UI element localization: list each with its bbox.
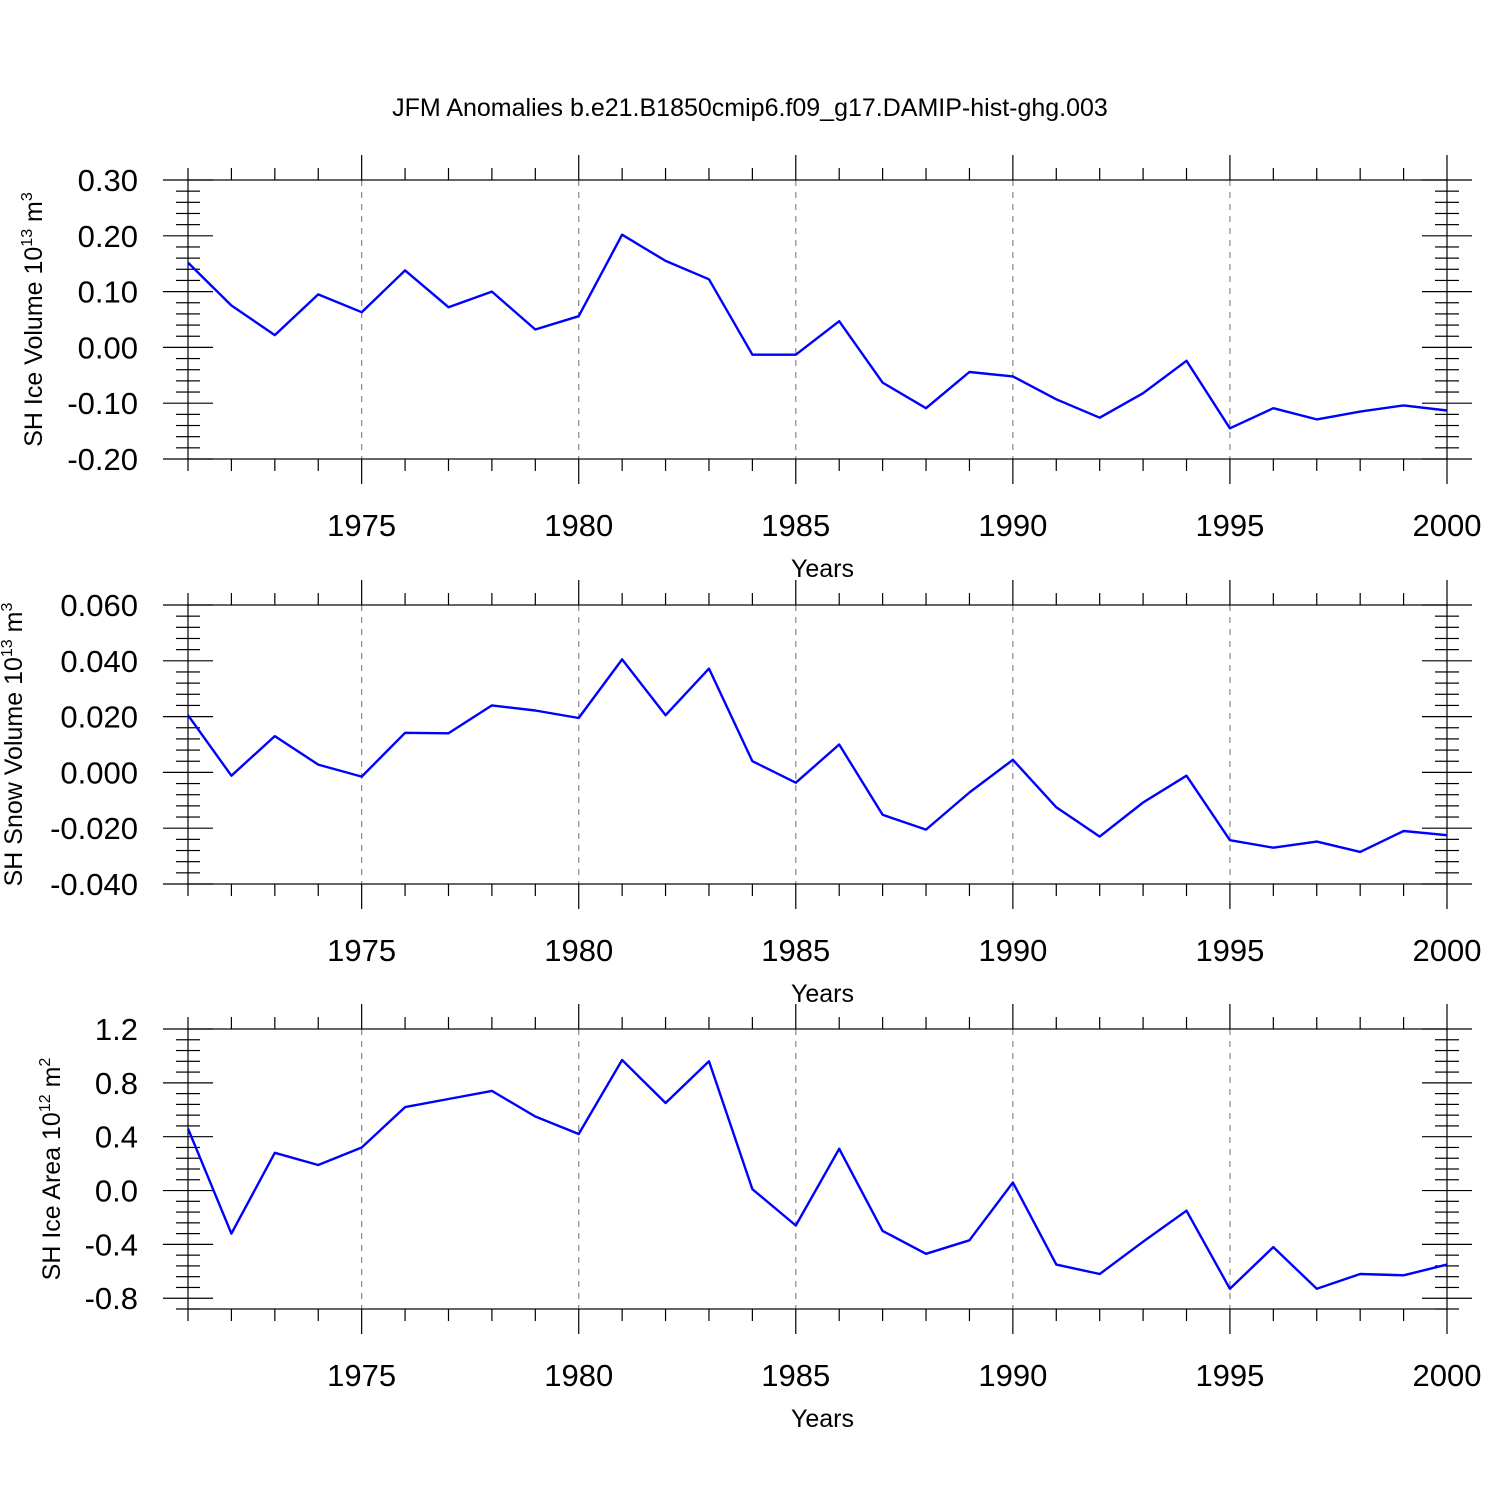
y-tick-label: 0.060: [60, 588, 138, 623]
x-tick-label: 1975: [327, 933, 396, 968]
x-tick-label: 1990: [978, 508, 1047, 543]
y-tick-label: -0.8: [85, 1281, 138, 1316]
x-tick-label: 1995: [1195, 508, 1264, 543]
x-tick-label: 1980: [544, 933, 613, 968]
y-axis-title-superscript: 2: [37, 1058, 54, 1067]
y-tick-label: -0.020: [50, 811, 138, 846]
y-axis-title-superscript: 3: [0, 603, 16, 612]
y-axis-title-superscript: 3: [19, 192, 36, 201]
y-tick-label: 0.0: [95, 1174, 138, 1209]
y-tick-label: 0.040: [60, 644, 138, 679]
x-tick-label: 1985: [761, 933, 830, 968]
x-tick-label: 2000: [1413, 933, 1482, 968]
x-tick-label: 2000: [1413, 508, 1482, 543]
x-axis-title: Years: [791, 980, 854, 1008]
y-axis-title-part: SH Ice Area 10: [38, 1112, 66, 1280]
series-line: [187, 233, 1448, 430]
chart-panel-2: -0.040 -0.020 0.000 0.020 0.040 0.060 1975 1980…: [0, 580, 1481, 1008]
y-tick-label: 0.10: [78, 275, 138, 310]
y-axis-title-part: SH Ice Volume 10: [20, 247, 48, 447]
x-tick-label: 1980: [544, 1358, 613, 1393]
y-tick-label: 0.00: [78, 330, 138, 365]
x-tick-label: 1990: [978, 1358, 1047, 1393]
x-tick-label: 1985: [761, 1358, 830, 1393]
y-tick-label: -0.10: [67, 386, 138, 421]
figure-title: JFM Anomalies b.e21.B1850cmip6.f09_g17.D…: [392, 94, 1108, 122]
y-tick-label: 0.000: [60, 755, 138, 790]
y-axis-title-superscript: 13: [0, 639, 16, 657]
x-tick-label: 1985: [761, 508, 830, 543]
x-tick-label: 1995: [1195, 933, 1264, 968]
y-axis-title-part: m: [20, 201, 48, 229]
y-tick-label: 0.4: [95, 1120, 138, 1155]
y-axis-title-part: SH Snow Volume 10: [0, 657, 28, 886]
y-axis-title: SH Ice Volume 1013 m3: [19, 192, 48, 447]
y-tick-label: 0.30: [78, 163, 138, 198]
chart-panel-1: -0.20 -0.10 0.00 0.10 0.20 0.30 1975 1980 1985 19…: [19, 155, 1481, 583]
chart-panels: -0.20 -0.10 0.00 0.10 0.20 0.30 1975 1980 1985 19…: [0, 155, 1481, 1433]
chart-panel-3: -0.8 -0.4 0.0 0.4 0.8 1.2 1975 1980 1985 1990 1995…: [37, 1004, 1481, 1433]
y-axis-title-superscript: 12: [37, 1094, 54, 1112]
x-tick-label: 1990: [978, 933, 1047, 968]
x-axis-title: Years: [791, 1405, 854, 1433]
y-tick-label: -0.20: [67, 442, 138, 477]
y-axis-title: SH Ice Area 1012 m2: [37, 1058, 66, 1281]
series-line: [186, 1058, 1448, 1291]
series-line: [187, 658, 1448, 854]
x-tick-label: 1995: [1195, 1358, 1264, 1393]
x-tick-label: 2000: [1413, 1358, 1482, 1393]
y-axis-title: SH Snow Volume 1013 m3: [0, 603, 28, 887]
x-axis-title: Years: [791, 555, 854, 583]
y-tick-label: 0.020: [60, 700, 138, 735]
y-tick-label: -0.4: [85, 1227, 138, 1262]
y-tick-label: -0.040: [50, 867, 138, 902]
y-axis-title-superscript: 13: [19, 229, 36, 247]
y-axis-title-part: m: [38, 1067, 66, 1095]
y-axis-title-part: m: [0, 612, 28, 640]
plot-frame: [187, 179, 1448, 460]
plot-frame: [187, 1028, 1448, 1310]
y-tick-label: 1.2: [95, 1012, 138, 1047]
x-tick-label: 1975: [327, 1358, 396, 1393]
y-tick-label: 0.20: [78, 219, 138, 254]
plot-frame: [187, 604, 1448, 885]
x-tick-label: 1980: [544, 508, 613, 543]
y-tick-label: 0.8: [95, 1066, 138, 1101]
x-tick-label: 1975: [327, 508, 396, 543]
